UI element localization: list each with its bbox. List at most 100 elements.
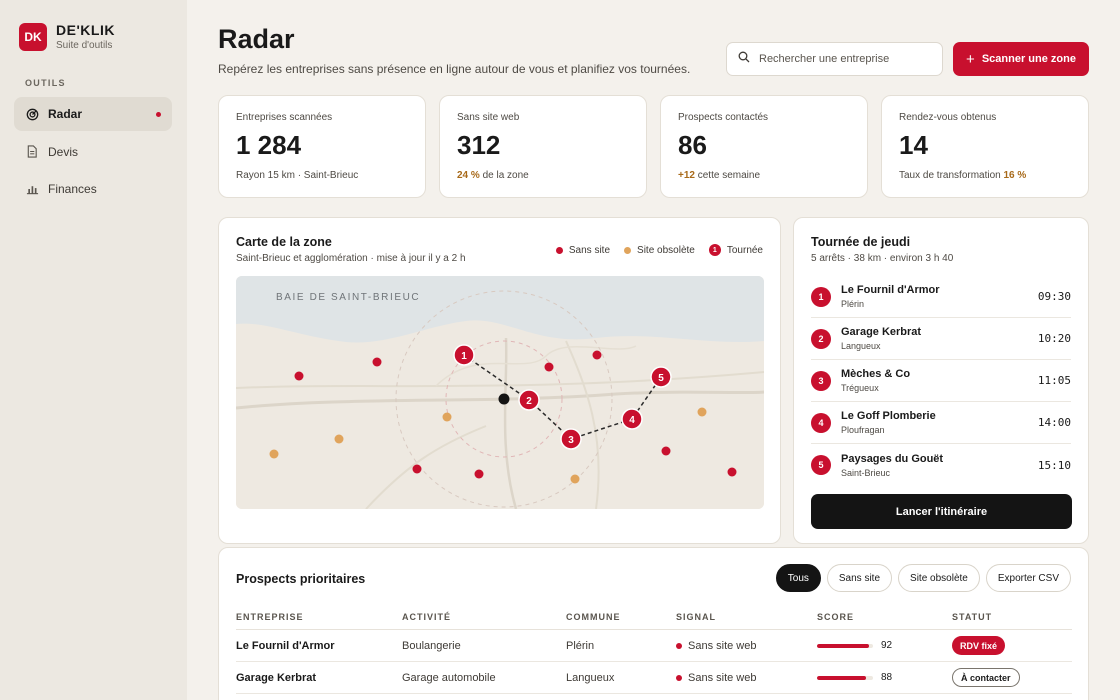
stat-label: Rendez-vous obtenus [899, 112, 997, 123]
business-pin-obsolete[interactable] [334, 434, 344, 444]
route-stop-town: Ploufragan [841, 425, 885, 435]
route-stop-number: 3 [568, 435, 574, 446]
map-sea [236, 276, 764, 343]
column-header[interactable]: ACTIVITÉ [402, 612, 452, 622]
filter-all-button[interactable]: Tous [775, 564, 821, 592]
business-pin-obsolete[interactable] [570, 474, 580, 484]
scan-zone-button[interactable]: + Scanner une zone [953, 42, 1089, 76]
legend-no-site: Sans site [555, 244, 611, 256]
stat-label: Sans site web [457, 112, 520, 123]
business-pin-no-site[interactable] [727, 467, 737, 477]
column-header[interactable]: SIGNAL [676, 612, 717, 622]
sidebar-item-finances[interactable]: Finances [14, 172, 172, 206]
score-bar [817, 675, 873, 680]
radar-icon [25, 107, 39, 121]
cell-score: 92 [817, 640, 952, 651]
business-pin-obsolete[interactable] [269, 449, 279, 459]
radius-outer [395, 290, 613, 508]
route-stop-name: Garage Kerbrat [841, 326, 922, 338]
route-stop-3[interactable]: 3 [560, 428, 582, 450]
route-stop-time: 15:10 [1037, 458, 1071, 472]
business-pin-no-site[interactable] [592, 350, 602, 360]
stat-card-scanned: Entreprises scannées 1 284 Rayon 15 km ·… [218, 95, 426, 198]
business-dots [269, 350, 737, 484]
cell-activity: Garage automobile [402, 671, 496, 684]
brand-subtitle: Suite d'outils [56, 40, 113, 51]
stat-note-highlight: +12 [678, 170, 695, 181]
business-pin-no-site[interactable] [544, 362, 554, 372]
column-header[interactable]: STATUT [952, 612, 993, 622]
search-input[interactable] [759, 53, 929, 65]
legend-label: Sans site [568, 244, 611, 256]
business-pin-no-site[interactable] [474, 469, 484, 479]
cell-company: Le Fournil d'Armor [236, 639, 335, 652]
route-stop-list: 1 Le Fournil d'Armor Plérin 09:30 2 Garag… [811, 276, 1071, 486]
bar-chart-icon [25, 182, 39, 196]
stat-card-no-website: Sans site web 312 24 % de la zone [439, 95, 647, 198]
export-csv-button[interactable]: Exporter CSV [985, 564, 1071, 592]
column-header[interactable]: ENTREPRISE [236, 612, 304, 622]
brand[interactable]: DK DE'KLIK Suite d'outils [19, 22, 115, 51]
route-stop-number: 2 [526, 396, 532, 407]
business-pin-obsolete[interactable] [697, 407, 707, 417]
prospects-table: ENTREPRISE ACTIVITÉ COMMUNE SIGNAL SCORE… [236, 605, 1072, 694]
cell-town: Plérin [566, 639, 595, 652]
map-canvas[interactable]: BAIE DE SAINT-BRIEUC [236, 276, 764, 509]
route-stop-1[interactable]: 1 [453, 344, 475, 366]
cell-activity: Boulangerie [402, 639, 461, 652]
stat-note: 24 % de la zone [457, 170, 629, 181]
cell-signal: Sans site web [676, 672, 817, 684]
map-road [365, 425, 487, 509]
legend-label: Site obsolète [637, 244, 695, 256]
route-stop-2[interactable]: 2 [518, 389, 540, 411]
filter-no-site-button[interactable]: Sans site [826, 564, 893, 592]
launch-route-button[interactable]: Lancer l'itinéraire [811, 494, 1072, 529]
route-stop-5[interactable]: 5 [650, 366, 672, 388]
column-header[interactable]: SCORE [817, 612, 855, 622]
route-stop-badge: 2 [811, 328, 831, 349]
stat-label: Prospects contactés [678, 112, 769, 123]
cell-company: Garage Kerbrat [236, 671, 317, 684]
signal-dot [676, 642, 682, 649]
route-stop-row[interactable]: 4 Le Goff Plomberie Ploufragan 14:00 [811, 402, 1071, 444]
score-value: 88 [881, 672, 893, 683]
stat-note-text: de la zone [482, 170, 529, 181]
status-badge[interactable]: RDV fixé [952, 636, 1006, 655]
legend-label: Tournée [726, 244, 763, 256]
business-pin-no-site[interactable] [412, 464, 422, 474]
score-value: 92 [881, 640, 893, 651]
filter-obsolete-button[interactable]: Site obsolète [898, 564, 980, 592]
route-stop-4[interactable]: 4 [621, 408, 643, 430]
brand-logo: DK [19, 22, 47, 51]
map-subtitle: Saint-Brieuc et agglomération · mise à j… [236, 253, 466, 264]
map-svg: BAIE DE SAINT-BRIEUC [236, 276, 764, 509]
route-stop-name: Le Goff Plomberie [841, 410, 936, 422]
legend-route-marker: 1 [708, 244, 721, 256]
route-stop-time: 14:00 [1037, 416, 1071, 429]
search-box[interactable] [726, 42, 943, 76]
cell-status: RDV fixé [952, 636, 1072, 655]
route-stop-row[interactable]: 5 Paysages du Gouët Saint-Brieuc 15:10 [811, 444, 1071, 486]
table-row[interactable]: Le Fournil d'Armor Boulangerie Plérin Sa… [236, 630, 1072, 662]
map-legend: Sans site Site obsolète 1 Tournée [542, 244, 763, 256]
business-pin-no-site[interactable] [661, 446, 671, 456]
route-stop-row[interactable]: 1 Le Fournil d'Armor Plérin 09:30 [811, 276, 1071, 318]
column-header[interactable]: COMMUNE [566, 612, 621, 622]
sea-label: BAIE DE SAINT-BRIEUC [276, 292, 420, 303]
brand-name: DE'KLIK [56, 22, 115, 38]
business-pin-no-site[interactable] [294, 371, 304, 381]
route-stop-name: Paysages du Gouët [841, 452, 944, 465]
stat-note: +12 cette semaine [678, 170, 850, 181]
route-stop-row[interactable]: 2 Garage Kerbrat Langueux 10:20 [811, 318, 1071, 360]
stat-card-appointments: Rendez-vous obtenus 14 Taux de transform… [881, 95, 1089, 198]
signal-dot [676, 674, 682, 681]
business-pin-no-site[interactable] [372, 357, 382, 367]
sidebar-item-radar[interactable]: Radar [14, 97, 172, 131]
sidebar-item-devis[interactable]: Devis [14, 135, 172, 169]
stat-note-text: Taux de transformation [899, 170, 1001, 181]
route-stop-row[interactable]: 3 Mèches & Co Trégueux 11:05 [811, 360, 1071, 402]
status-badge[interactable]: À contacter [952, 668, 1020, 687]
table-row[interactable]: Garage Kerbrat Garage automobile Langueu… [236, 662, 1072, 694]
business-pin-obsolete[interactable] [442, 412, 452, 422]
sidebar-section-label: OUTILS [25, 78, 66, 88]
